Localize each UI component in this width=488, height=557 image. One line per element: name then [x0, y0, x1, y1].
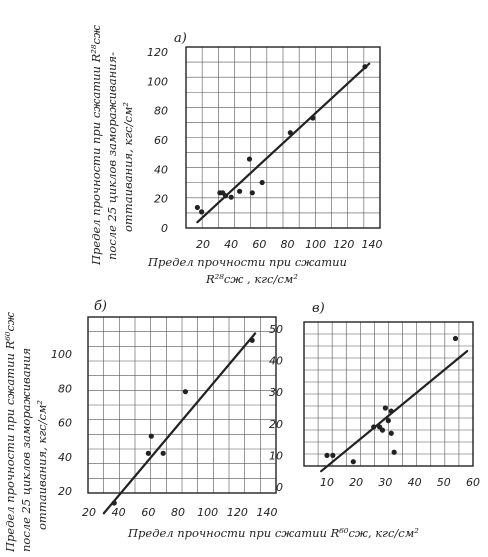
- chart-panel-a: а) 20 40 60 80 100 120 140 0 20 40 60 80 100 120: [147, 31, 383, 251]
- x-axis-title-bottom: Предел прочности при сжатии R⁶⁰сж, кгс/с…: [127, 526, 419, 540]
- data-point-c: [379, 427, 386, 433]
- x-tick-label-b: 100: [197, 506, 218, 519]
- data-point-c: [330, 452, 336, 458]
- y-tick-label-a: 0: [161, 222, 168, 235]
- data-point-c: [382, 405, 388, 411]
- data-point-a: [228, 194, 234, 200]
- x-tick-label-c: 60: [466, 476, 480, 489]
- x-tick-label-a: 100: [305, 238, 326, 251]
- x-tick-label-b: 60: [141, 506, 155, 519]
- marks-b: 20 40 60 80 100 120 140 20 40 60 80 100: [51, 332, 278, 519]
- y-axis-title-bottom-line1: Предел прочности при сжатии R⁶⁰сж: [3, 312, 17, 553]
- data-point-c: [371, 424, 377, 430]
- y-tick-label-a: 40: [154, 163, 168, 176]
- y-tick-label-b: 80: [58, 382, 72, 395]
- data-point-a: [222, 193, 229, 199]
- data-point-b: [111, 500, 117, 506]
- y-tick-label-c: 30: [269, 386, 283, 399]
- data-point-a: [194, 204, 200, 211]
- data-point-b: [145, 450, 151, 456]
- panel-label-c: в): [312, 301, 325, 316]
- grid-a: [185, 46, 381, 229]
- y-axis-title-top-line1: Предел прочности при сжатии R²⁸сж: [89, 25, 103, 266]
- y-tick-label-a: 80: [154, 105, 168, 118]
- x-tick-label-b: 80: [171, 506, 185, 519]
- y-tick-label-a: 120: [147, 46, 168, 59]
- y-axis-title-top-line3: оттаивания, кгс/см²: [121, 102, 135, 232]
- data-point-b: [182, 389, 189, 395]
- data-point-c: [350, 459, 356, 465]
- plot-frame-a: [185, 46, 381, 229]
- data-point-a: [237, 188, 243, 194]
- y-tick-label-b: 40: [58, 451, 72, 464]
- x-tick-label-a: 20: [196, 238, 210, 251]
- regression-line-c: [320, 350, 469, 473]
- grid-b: [87, 316, 277, 494]
- plot-frame-c: [303, 321, 474, 467]
- y-tick-label-c: 20: [269, 418, 283, 431]
- plot-frame-b: [87, 316, 277, 494]
- y-axis-title-bottom: Предел прочности при сжатии R⁶⁰сж после …: [3, 312, 49, 553]
- data-point-c: [385, 418, 391, 424]
- data-point-a: [198, 209, 205, 215]
- x-tick-label-b: 20: [82, 506, 96, 519]
- data-point-c: [388, 408, 394, 414]
- data-point-a: [246, 156, 253, 162]
- data-point-b: [249, 337, 255, 343]
- x-axis-title-top-line2: R²⁸сж , кгс/см²: [205, 272, 298, 286]
- data-point-c: [324, 452, 330, 458]
- regression-line-b: [102, 332, 257, 515]
- x-tick-label-a: 80: [281, 238, 295, 251]
- y-axis-title-bottom-line3: оттаивания, кгс/см²: [35, 400, 49, 530]
- data-point-a: [287, 130, 293, 136]
- x-axis-title-top-line1: Предел прочности при сжатии: [147, 255, 347, 269]
- x-tick-label-a: 40: [224, 238, 238, 251]
- y-tick-label-b: 20: [58, 485, 72, 498]
- x-tick-label-c: 50: [437, 476, 451, 489]
- x-tick-label-a: 60: [252, 238, 266, 251]
- x-tick-label-b: 120: [227, 506, 248, 519]
- y-tick-label-c: 10: [269, 449, 283, 462]
- data-point-a: [259, 179, 265, 186]
- data-point-a: [249, 190, 255, 196]
- data-point-b: [148, 433, 154, 439]
- x-tick-label-c: 40: [408, 476, 422, 489]
- data-point-c: [452, 335, 459, 342]
- x-tick-label-b: 140: [257, 506, 278, 519]
- y-tick-label-c: 40: [269, 355, 283, 368]
- y-tick-label-b: 60: [58, 417, 72, 430]
- y-tick-label-c: 50: [269, 323, 283, 336]
- x-tick-label-c: 10: [320, 476, 334, 489]
- x-tick-label-c: 30: [378, 476, 392, 489]
- y-axis-title-bottom-line2: после 25 циклов замораживания: [19, 348, 33, 552]
- marks-a: 20 40 60 80 100 120 140 0 20 40 60 80 100 120: [147, 46, 383, 251]
- data-point-a: [310, 115, 316, 121]
- panel-label-b: б): [94, 299, 107, 314]
- x-axis-title-top: Предел прочности при сжатии R²⁸сж , кгс/…: [147, 255, 347, 286]
- data-point-a: [362, 64, 368, 70]
- y-axis-title-top-line2: после 25 циклов замораживания-: [105, 52, 119, 260]
- x-tick-label-a: 140: [362, 238, 383, 251]
- chart-panel-b: б) 20 40 60 80 100 120 140 20 40 60 80 100: [51, 299, 278, 519]
- data-point-c: [391, 449, 397, 455]
- marks-c: 10 20 30 40 50 60 0 10 20 30 40 50: [269, 323, 480, 494]
- x-tick-label-c: 20: [349, 476, 363, 489]
- chart-panel-c: в) 10 20 30 40 50 60 0 10 20 30 40 50: [269, 301, 480, 494]
- data-point-b: [160, 450, 166, 456]
- grid-c: [303, 321, 474, 467]
- x-tick-label-b: 40: [112, 506, 126, 519]
- panel-label-a: а): [174, 31, 187, 46]
- y-tick-label-b: 100: [51, 348, 72, 361]
- data-point-c: [388, 430, 394, 436]
- y-tick-label-a: 60: [154, 134, 168, 147]
- y-axis-title-top: Предел прочности при сжатии R²⁸сж после …: [89, 25, 135, 266]
- x-tick-label-a: 120: [333, 238, 354, 251]
- y-tick-label-a: 100: [147, 75, 168, 88]
- y-tick-label-a: 20: [154, 193, 168, 206]
- y-tick-label-c: 0: [276, 481, 283, 494]
